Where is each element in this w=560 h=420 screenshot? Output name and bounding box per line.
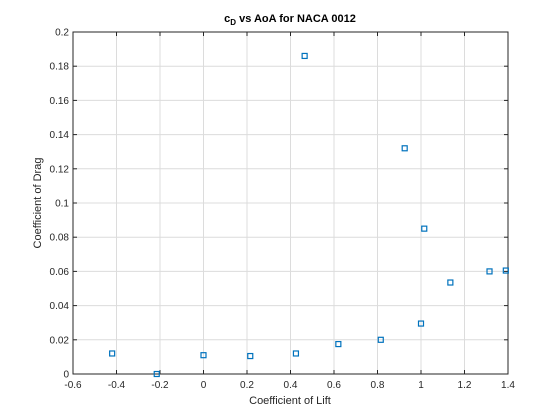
title-main: c xyxy=(224,13,230,25)
x-tick-label: 0.2 xyxy=(240,380,254,391)
data-point xyxy=(377,336,384,343)
data-point xyxy=(247,352,254,360)
data-points xyxy=(109,52,509,378)
data-point xyxy=(421,225,428,232)
y-tick-label: 0.1 xyxy=(55,199,69,210)
x-axis-label: Coefficient of Lift xyxy=(249,395,331,407)
data-point xyxy=(401,145,408,152)
y-tick-label: 0 xyxy=(63,370,69,381)
data-point xyxy=(153,370,160,378)
x-tick-label: 1.4 xyxy=(501,380,515,391)
y-tick-labels: 0 0.02 0.04 0.06 0.08 0.1 0.12 0.14 0.16 0.18 0.2 xyxy=(50,28,70,381)
data-point xyxy=(335,340,342,348)
data-point xyxy=(200,352,207,359)
y-tick-label: 0.02 xyxy=(50,335,70,346)
x-tick-label: -0.2 xyxy=(151,380,169,391)
grid xyxy=(72,31,509,375)
y-tick-label: 0.04 xyxy=(50,301,70,312)
data-point xyxy=(486,268,493,275)
x-tick-label: -0.4 xyxy=(108,380,126,391)
data-point xyxy=(109,350,116,357)
chart-title: cD vs AoA for NACA 0012 xyxy=(224,13,356,27)
x-tick-label: 0 xyxy=(201,380,207,391)
ticks xyxy=(72,31,509,375)
x-tick-label: 1.2 xyxy=(458,380,472,391)
y-tick-label: 0.2 xyxy=(55,28,69,39)
data-point xyxy=(292,350,300,357)
x-tick-label: 0.4 xyxy=(284,380,298,391)
y-tick-label: 0.12 xyxy=(50,164,70,175)
y-tick-label: 0.06 xyxy=(50,267,70,278)
data-point xyxy=(417,320,425,327)
x-tick-label: -0.6 xyxy=(64,380,82,391)
data-point xyxy=(301,52,308,60)
data-point xyxy=(502,267,509,274)
y-tick-label: 0.16 xyxy=(50,96,70,107)
x-tick-labels: -0.6 -0.4 -0.2 0 0.2 0.4 0.6 0.8 1 1.2 1.4 xyxy=(64,380,515,391)
data-point xyxy=(447,279,454,286)
x-tick-label: 1 xyxy=(418,380,424,391)
title-rest: vs AoA for NACA 0012 xyxy=(236,13,356,25)
y-tick-label: 0.18 xyxy=(50,62,70,73)
title-subscript: D xyxy=(230,18,236,27)
y-axis-label: Coefficient of Drag xyxy=(32,158,44,249)
y-tick-label: 0.08 xyxy=(50,233,70,244)
x-tick-label: 0.8 xyxy=(371,380,385,391)
x-tick-label: 0.6 xyxy=(327,380,341,391)
y-tick-label: 0.14 xyxy=(50,130,70,141)
